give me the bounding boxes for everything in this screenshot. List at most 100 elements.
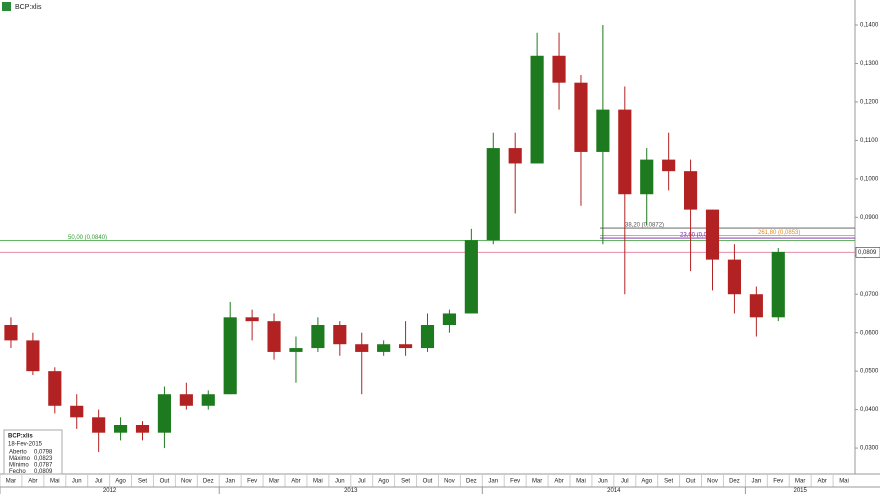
candle-body [333, 325, 347, 345]
x-tick-label: Fev [510, 479, 520, 485]
year-label: 2015 [794, 488, 808, 494]
level-label: 50,00 (0,0840) [68, 235, 107, 241]
candle-body [70, 405, 84, 418]
x-tick-label: Nov [444, 479, 455, 485]
x-tick-label: Mai [313, 479, 323, 485]
x-tick-label: Jun [72, 479, 82, 485]
candle-body [596, 109, 610, 152]
candle-body [530, 55, 544, 164]
x-tick-label: Ago [115, 479, 126, 485]
x-tick-label: Mar [6, 479, 16, 485]
candle-body [355, 344, 369, 352]
x-tick-label: Mar [532, 479, 542, 485]
x-tick-label: Mar [269, 479, 279, 485]
candle-body [26, 340, 40, 372]
candle-body [486, 148, 500, 241]
symbol[interactable]: BCP:xlis [15, 4, 42, 11]
x-tick-label: Nov [707, 479, 718, 485]
y-tick-label: 0,1000 [860, 176, 879, 182]
candle-body [618, 109, 632, 195]
info-value: 0,0823 [34, 456, 53, 462]
candle-body [201, 394, 215, 406]
x-tick-label: Jun [598, 479, 608, 485]
x-tick-label: Dez [466, 479, 477, 485]
y-tick-label: 0,1300 [860, 61, 879, 67]
x-tick-label: Jul [95, 479, 103, 485]
x-tick-label: Dez [729, 479, 740, 485]
info-key: Aberto [9, 450, 27, 456]
candle-body [223, 317, 237, 395]
y-tick-label: 0,0400 [860, 407, 879, 413]
current-box [855, 247, 880, 258]
candle-body [684, 171, 698, 210]
level-label: 23,60 (0,0846) [680, 233, 719, 239]
candle-body [552, 55, 566, 83]
x-tick-label: Set [401, 479, 410, 485]
current-label: 0,0809 [858, 250, 877, 256]
candle-body [420, 325, 435, 349]
y-tick-label: 0,0300 [860, 446, 879, 452]
candle-body [640, 159, 654, 195]
candle-body [662, 159, 676, 172]
x-tick-label: Mai [839, 479, 849, 485]
y-tick-label: 0,0500 [860, 369, 879, 375]
x-tick-label: Jan [488, 479, 498, 485]
candle-body [727, 259, 741, 295]
x-tick-label: Jan [752, 479, 762, 485]
info-value: 0,0787 [34, 463, 53, 469]
y-tick-label: 0,1200 [860, 100, 879, 106]
candle-body [48, 371, 62, 406]
x-tick-label: Abr [817, 479, 826, 485]
level-label: 38,20 (0,0872) [625, 223, 664, 229]
x-tick-label: Out [686, 479, 696, 485]
x-tick-label: Ago [641, 479, 652, 485]
x-tick-label: Out [423, 479, 433, 485]
y-tick-label: 0,1400 [860, 23, 879, 29]
candle-body [399, 344, 413, 349]
info-key: Fecho [9, 469, 26, 475]
candle-body [267, 321, 281, 352]
x-tick-label: Mai [576, 479, 586, 485]
info-date: 18-Fev-2015 [8, 442, 43, 448]
candle-body [114, 425, 128, 433]
candle-body [574, 82, 588, 152]
candle-body [179, 394, 193, 406]
info-value: 0,0809 [34, 469, 53, 475]
x-tick-label: Set [138, 479, 147, 485]
info-value: 0,0798 [34, 450, 53, 456]
x-tick-label: Jun [335, 479, 345, 485]
y-tick-label: 0,0900 [860, 215, 879, 221]
candle-body [245, 317, 259, 322]
x-tick-label: Mar [795, 479, 805, 485]
x-tick-label: Jul [358, 479, 366, 485]
candle-body [157, 394, 171, 433]
x-tick-label: Abr [28, 479, 37, 485]
year-label: 2014 [607, 488, 621, 494]
candle-body [4, 325, 18, 341]
year-label: 2012 [103, 488, 117, 494]
symbol-icon [2, 2, 11, 11]
y-tick-label: 0,0700 [860, 292, 879, 298]
candle-body [508, 148, 522, 164]
level-label: 261,80 (0,0853) [758, 230, 800, 236]
candle-body [442, 313, 456, 325]
x-tick-label: Jan [225, 479, 235, 485]
year-label: 2013 [344, 488, 358, 494]
x-tick-label: Abr [291, 479, 300, 485]
y-tick-label: 0,1100 [860, 138, 879, 144]
x-tick-label: Abr [554, 479, 563, 485]
x-tick-label: Set [664, 479, 673, 485]
x-tick-label: Nov [181, 479, 192, 485]
x-tick-label: Jul [621, 479, 629, 485]
candle-body [92, 417, 106, 433]
candle-body [749, 294, 763, 318]
candle-body [464, 240, 478, 314]
info-title: BCP:xlis [8, 434, 33, 440]
info-key: Máximo [9, 456, 31, 462]
candle-body [289, 348, 303, 352]
candle-body [311, 325, 325, 349]
candle-body [705, 209, 720, 260]
x-tick-label: Ago [378, 479, 389, 485]
x-tick-label: Out [160, 479, 170, 485]
